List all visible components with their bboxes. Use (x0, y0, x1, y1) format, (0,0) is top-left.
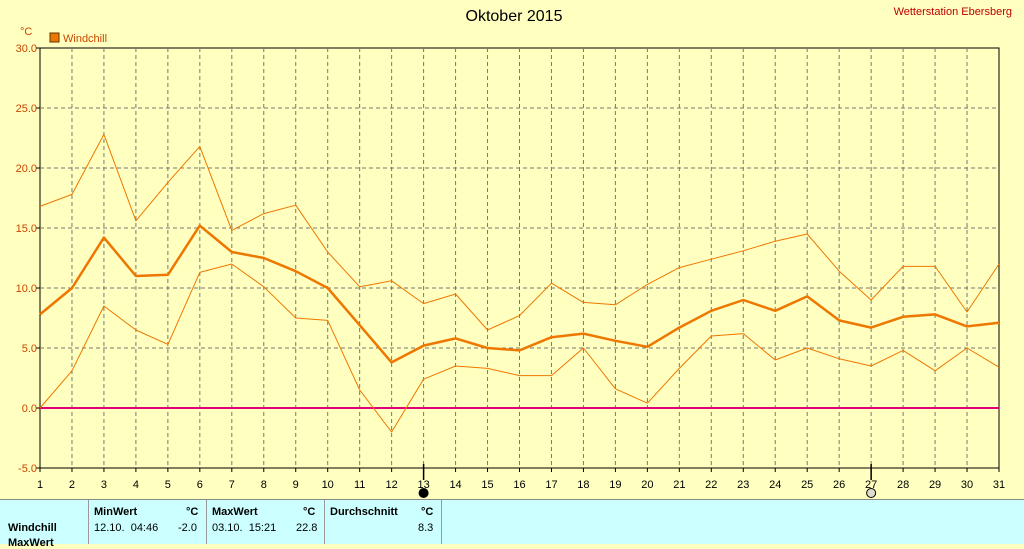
x-tick-label: 2 (69, 479, 75, 491)
x-tick-label: 6 (197, 479, 203, 491)
x-tick-label: 23 (737, 479, 749, 491)
stats-max-value: 22.8 (296, 522, 318, 534)
y-axis: 30.0 25.0 20.0 15.0 10.0 5.0 0.0 -5.0 (16, 43, 40, 475)
chart-title: Oktober 2015 (466, 8, 563, 25)
x-tick-label: 10 (322, 479, 334, 491)
new-moon-icon (418, 488, 429, 498)
x-tick-label: 28 (897, 479, 909, 491)
y-tick-label: 0.0 (22, 403, 37, 415)
stats-divider (88, 500, 89, 544)
x-tick-label: 24 (769, 479, 781, 491)
x-tick-label: 13 (417, 479, 429, 491)
grid-lines (40, 48, 999, 468)
series-lines (39, 133, 1000, 433)
x-tick-label: 22 (705, 479, 717, 491)
x-tick-label: 14 (449, 479, 461, 491)
stats-min-unit: °C (186, 506, 199, 518)
legend-label-windchill: Windchill (63, 33, 107, 45)
series-line-min (39, 263, 1000, 433)
x-tick-label: 17 (545, 479, 557, 491)
x-tick-label: 11 (354, 479, 365, 491)
stats-min-datetime: 12.10. 04:46 (94, 522, 159, 534)
x-tick-label: 8 (261, 479, 267, 491)
y-tick-label: 5.0 (22, 343, 37, 355)
stats-min-value: -2.0 (178, 522, 197, 534)
stats-avg-header: Durchschnitt (330, 506, 398, 518)
moon-markers (418, 464, 877, 498)
stats-min-header: MinWert (94, 506, 138, 518)
stats-max-unit: °C (303, 506, 316, 518)
x-tick-label: 18 (577, 479, 589, 491)
stats-avg-unit: °C (421, 506, 434, 518)
stats-divider (441, 500, 442, 544)
legend-swatch-windchill (49, 32, 60, 43)
series-line-avg (39, 224, 1000, 364)
x-tick-label: 20 (641, 479, 653, 491)
y-tick-label: 20.0 (16, 163, 37, 175)
x-tick-label: 12 (386, 479, 398, 491)
y-axis-unit: °C (20, 26, 32, 38)
x-tick-label: 30 (961, 479, 973, 491)
y-tick-label: 30.0 (16, 43, 37, 55)
x-tick-label: 16 (513, 479, 525, 491)
x-tick-label: 15 (481, 479, 493, 491)
y-tick-label: 15.0 (16, 223, 37, 235)
x-tick-label: 5 (165, 479, 171, 491)
x-tick-label: 3 (101, 479, 107, 491)
x-tick-label: 31 (993, 479, 1005, 491)
y-tick-label: 25.0 (16, 103, 37, 115)
x-tick-label: 19 (609, 479, 621, 491)
stats-row-label: Windchill (8, 522, 57, 534)
stats-max-header: MaxWert (212, 506, 258, 518)
x-tick-label: 1 (37, 479, 43, 491)
x-tick-label: 27 (865, 479, 877, 491)
stats-max-datetime: 03.10. 15:21 (212, 522, 277, 534)
station-name: Wetterstation Ebersberg (894, 6, 1012, 18)
x-tick-label: 21 (673, 479, 685, 491)
x-tick-label: 4 (133, 479, 139, 491)
stats-divider (206, 500, 207, 544)
x-tick-label: 7 (229, 479, 235, 491)
x-tick-label: 29 (929, 479, 941, 491)
stats-avg-value: 8.3 (418, 522, 434, 534)
y-tick-label: -5.0 (18, 463, 37, 475)
series-line-max (39, 133, 1000, 331)
stats-row2-label: MaxWert (8, 537, 54, 549)
x-axis: 1 2 3 4 5 6 7 8 9 10 11 12 13 14 15 16 17 18 19 20 21 22 23 24 2… (37, 468, 1005, 491)
x-tick-label: 9 (293, 479, 299, 491)
stats-divider (324, 500, 325, 544)
x-tick-label: 25 (801, 479, 813, 491)
full-moon-icon (866, 488, 877, 498)
y-tick-label: 10.0 (16, 283, 37, 295)
statistics-panel: MinWert °C MaxWert °C Durchschnitt °C Wi… (0, 499, 1024, 549)
x-tick-label: 26 (833, 479, 845, 491)
